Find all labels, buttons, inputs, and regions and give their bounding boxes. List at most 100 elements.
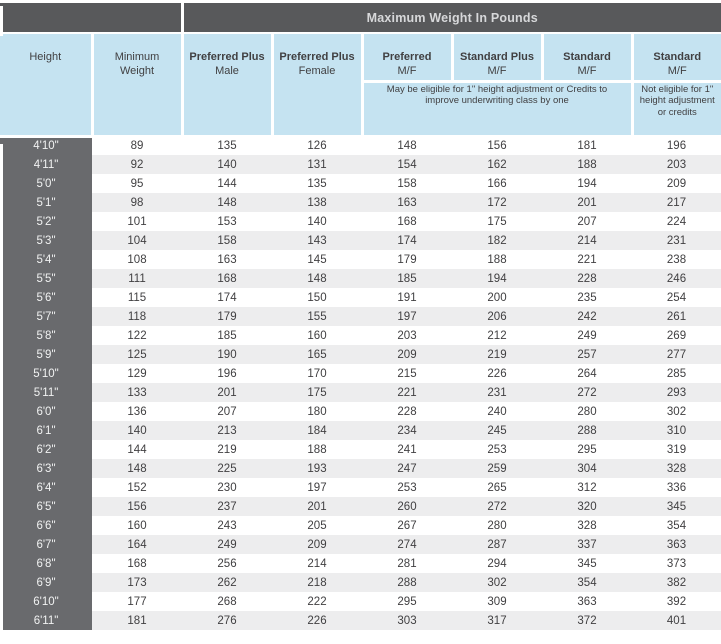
weight-cell: 136 <box>92 402 182 421</box>
weight-cell: 302 <box>632 402 721 421</box>
weight-cell: 101 <box>92 212 182 231</box>
weight-cell: 221 <box>362 383 452 402</box>
weight-cell: 181 <box>92 611 182 630</box>
height-cell: 5'11" <box>0 383 92 402</box>
weight-cell: 264 <box>542 364 632 383</box>
weight-cell: 237 <box>182 497 272 516</box>
col-label-height: Height <box>0 50 91 64</box>
weight-cell: 207 <box>542 212 632 231</box>
weight-cell: 268 <box>182 592 272 611</box>
weight-cell: 302 <box>452 573 542 592</box>
weight-cell: 181 <box>542 136 632 155</box>
weight-cell: 261 <box>632 307 721 326</box>
weight-cell: 168 <box>182 269 272 288</box>
height-cell: 6'4" <box>0 478 92 497</box>
weight-cell: 246 <box>632 269 721 288</box>
weight-cell: 224 <box>632 212 721 231</box>
height-cell: 5'6" <box>0 288 92 307</box>
weight-cell: 328 <box>542 516 632 535</box>
height-cell: 6'11" <box>0 611 92 630</box>
weight-cell: 218 <box>272 573 362 592</box>
weight-cell: 310 <box>632 421 721 440</box>
weight-cell: 274 <box>362 535 452 554</box>
col-sublabel-mf: M/F <box>364 64 451 78</box>
height-cell: 6'3" <box>0 459 92 478</box>
weight-cell: 191 <box>362 288 452 307</box>
col-header-minimum-weight: Minimum Weight <box>92 33 182 136</box>
height-cell: 6'5" <box>0 497 92 516</box>
weight-cell: 303 <box>362 611 452 630</box>
weight-cell: 125 <box>92 345 182 364</box>
col-header-standard-plus-mf: Standard Plus M/F <box>452 33 542 81</box>
weight-cell: 180 <box>272 402 362 421</box>
weight-cell: 160 <box>92 516 182 535</box>
weight-cell: 148 <box>182 193 272 212</box>
height-cell: 5'3" <box>0 231 92 250</box>
weight-cell: 95 <box>92 174 182 193</box>
weight-cell: 256 <box>182 554 272 573</box>
height-cell: 5'5" <box>0 269 92 288</box>
weight-cell: 212 <box>452 326 542 345</box>
col-label-standard: Standard <box>544 50 631 64</box>
weight-cell: 182 <box>452 231 542 250</box>
weight-cell: 265 <box>452 478 542 497</box>
col-header-standard-mf: Standard M/F <box>542 33 632 81</box>
weight-cell: 158 <box>182 231 272 250</box>
weight-cell: 144 <box>182 174 272 193</box>
weight-cell: 154 <box>362 155 452 174</box>
left-margin-sliver <box>0 6 3 36</box>
weight-cell: 164 <box>92 535 182 554</box>
height-cell: 5'2" <box>0 212 92 231</box>
weight-cell: 209 <box>272 535 362 554</box>
col-header-preferred-plus-female: Preferred Plus Female <box>272 33 362 136</box>
weight-cell: 188 <box>272 440 362 459</box>
weight-cell: 193 <box>272 459 362 478</box>
weight-cell: 345 <box>542 554 632 573</box>
weight-cell: 172 <box>452 193 542 212</box>
weight-cell: 213 <box>182 421 272 440</box>
weight-cell: 269 <box>632 326 721 345</box>
weight-cell: 185 <box>182 326 272 345</box>
height-cell: 6'9" <box>0 573 92 592</box>
weight-cell: 168 <box>92 554 182 573</box>
weight-cell: 254 <box>632 288 721 307</box>
height-cell: 5'1" <box>0 193 92 212</box>
weight-cell: 228 <box>542 269 632 288</box>
weight-cell: 363 <box>632 535 721 554</box>
weight-cell: 272 <box>452 497 542 516</box>
weight-cell: 221 <box>542 250 632 269</box>
weight-cell: 131 <box>272 155 362 174</box>
weight-cell: 175 <box>272 383 362 402</box>
weight-cell: 336 <box>632 478 721 497</box>
weight-cell: 304 <box>542 459 632 478</box>
col-header-height: Height <box>0 33 92 136</box>
height-cell: 6'8" <box>0 554 92 573</box>
weight-cell: 226 <box>452 364 542 383</box>
weight-cell: 140 <box>272 212 362 231</box>
weight-cell: 104 <box>92 231 182 250</box>
weight-cell: 156 <box>92 497 182 516</box>
weight-cell: 281 <box>362 554 452 573</box>
weight-cell: 226 <box>272 611 362 630</box>
col-header-preferred-mf: Preferred M/F <box>362 33 452 81</box>
max-weight-table: Maximum Weight In Pounds Height Minimum … <box>0 3 721 630</box>
title-row: Maximum Weight In Pounds <box>0 3 721 33</box>
col-sublabel-mf: M/F <box>634 64 721 78</box>
weight-cell: 126 <box>272 136 362 155</box>
weight-cell: 312 <box>542 478 632 497</box>
weight-cell: 293 <box>632 383 721 402</box>
col-sublabel-weight: Weight <box>94 64 181 78</box>
col-header-preferred-plus-male: Preferred Plus Male <box>182 33 272 136</box>
weight-cell: 253 <box>452 440 542 459</box>
weight-cell: 205 <box>272 516 362 535</box>
